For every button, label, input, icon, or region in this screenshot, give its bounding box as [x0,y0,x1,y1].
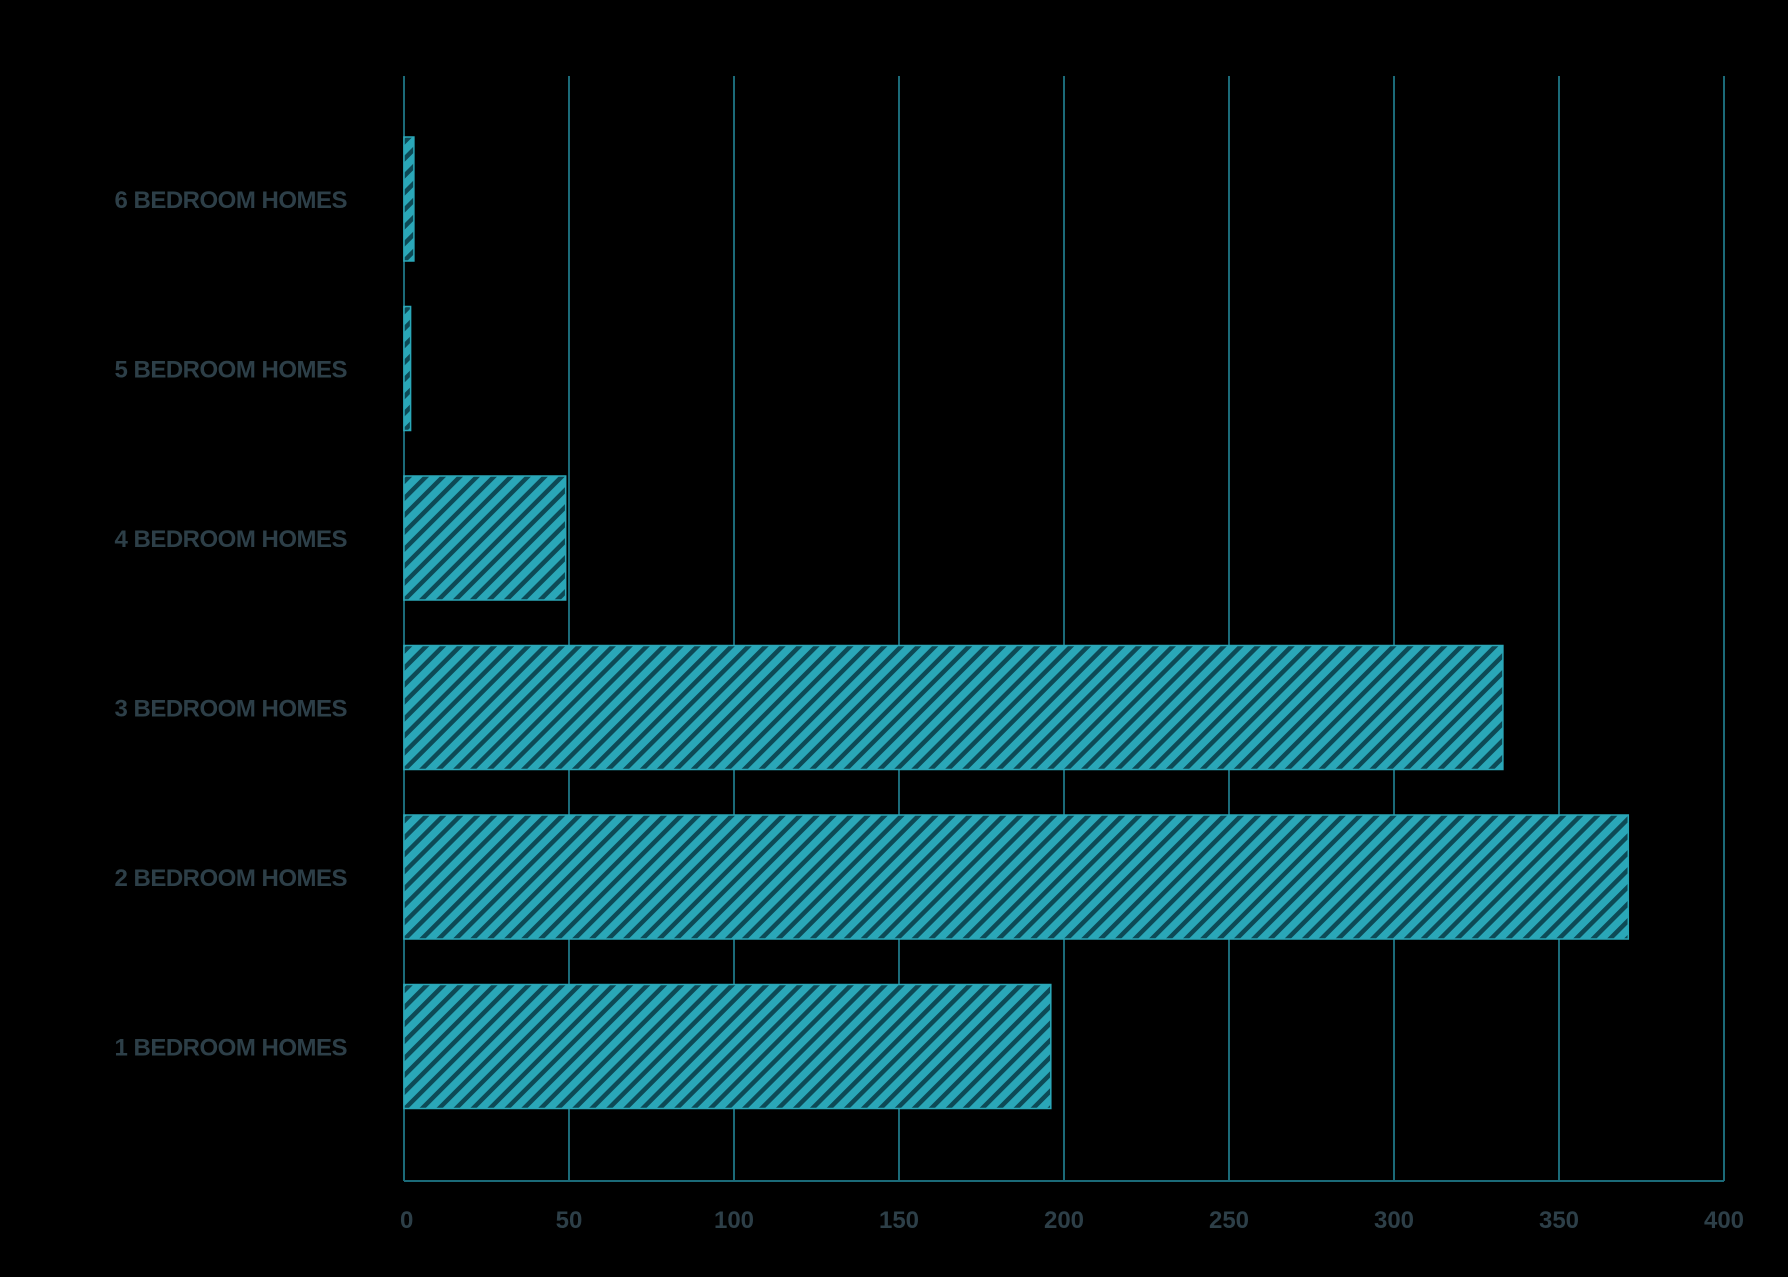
bar-3-bedroom-homes [403,644,1504,771]
category-labels: 6 BEDROOM HOMES 5 BEDROOM HOMES 4 BEDROOM … [114,187,348,1062]
x-tick-label-300: 300 [1374,1207,1414,1234]
category-label-2-bedroom-homes: 2 BEDROOM HOMES [114,865,347,892]
bar-4-bedroom-homes [403,475,567,601]
category-label-5-bedroom-homes: 5 BEDROOM HOMES [114,357,347,384]
bar-2-bedroom-homes [403,814,1630,940]
x-axis-tick-labels: 0 50 100 150 200 250 300 350 400 [400,1207,1744,1234]
x-tick-label-250: 250 [1209,1207,1249,1234]
x-tick-label-150: 150 [879,1207,919,1234]
category-label-4-bedroom-homes: 4 BEDROOM HOMES [114,526,347,553]
gridlines [403,76,1725,1182]
x-tick-label-350: 350 [1539,1207,1579,1234]
category-label-1-bedroom-homes: 1 BEDROOM HOMES [114,1035,347,1062]
bar-1-bedroom-homes [403,983,1052,1110]
x-tick-label-0: 0 [400,1207,413,1234]
x-tick-label-200: 200 [1044,1207,1084,1234]
bar-6-bedroom-homes [403,136,415,262]
bar-5-bedroom-homes [403,305,412,432]
bars [403,136,1630,1110]
category-label-6-bedroom-homes: 6 BEDROOM HOMES [114,187,347,214]
x-tick-label-400: 400 [1704,1207,1744,1234]
x-tick-label-50: 50 [556,1207,583,1234]
category-label-3-bedroom-homes: 3 BEDROOM HOMES [114,696,347,723]
x-tick-label-100: 100 [714,1207,754,1234]
